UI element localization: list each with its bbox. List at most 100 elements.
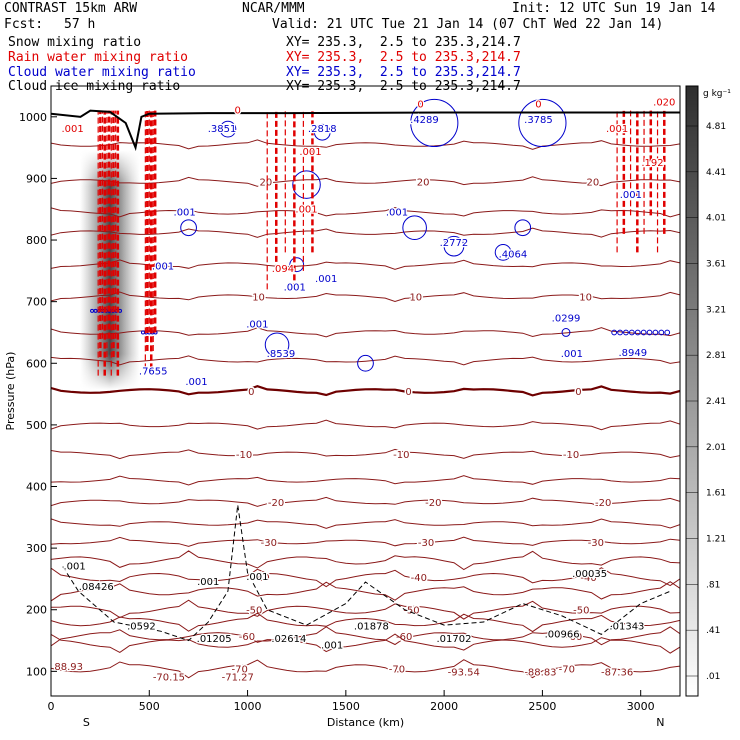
cloud-ice-maximum-label: .001 (197, 577, 219, 588)
cloud-water-contour (628, 329, 635, 336)
colorbar-label: 1.61 (706, 489, 726, 499)
colorbar-label: 4.01 (706, 214, 726, 224)
cloud-water-contour (402, 215, 427, 241)
cloud-water-maximum-label: .3785 (524, 115, 553, 126)
isotherm-label: -30 (418, 538, 434, 549)
cloud-water-maximum-label: .001 (284, 283, 306, 294)
cloud-water-contour (646, 329, 653, 336)
rain-maximum-label: 0 (535, 100, 541, 111)
x-tick-label: 1000 (234, 700, 262, 713)
cloud-water-contour (658, 329, 665, 336)
cloud-water-maximum-label: .2818 (308, 124, 337, 135)
y-tick-label: 300 (26, 542, 47, 555)
isotherm (51, 599, 680, 620)
x-tick-label: 3000 (627, 700, 655, 713)
isotherm (51, 567, 680, 588)
cloud-water-contour (514, 219, 532, 237)
colorbar-label: .81 (706, 580, 720, 590)
cloud-water-maximum-label: .7655 (139, 366, 168, 377)
isotherm (51, 612, 680, 633)
x-tick-label: 500 (139, 700, 160, 713)
x-tick-label: 0 (48, 700, 55, 713)
cloud-water-contour (410, 98, 459, 148)
isotherm (51, 419, 680, 431)
field-label-cloud-water: Cloud water mixing ratio (8, 65, 196, 80)
cloud-ice-maximum-label: .01343 (609, 621, 644, 632)
cloud-water-contour (561, 328, 571, 337)
valid-time: Valid: 21 UTC Tue 21 Jan 14 (07 ChT Wed … (272, 17, 664, 32)
isotherm (51, 626, 680, 647)
y-tick-label: 500 (26, 419, 47, 432)
cloud-water-contour (292, 170, 321, 199)
x-tick-label: 2000 (430, 700, 458, 713)
colorbar-unit: g kg⁻¹ (703, 89, 731, 99)
cloud-ice-maximum-label: .08426 (79, 582, 114, 593)
forecast-hour: 57 h (64, 17, 96, 32)
isotherm-label: -30 (588, 538, 604, 549)
y-axis-title: Pressure (hPa) (4, 352, 17, 431)
colorbar-label: 4.81 (706, 122, 726, 132)
isotherm-label: -70 (389, 664, 405, 675)
cloud-ice-maximum-label: .01205 (197, 634, 232, 645)
cloud-water-contour (219, 120, 237, 138)
x-tick-label: 2500 (528, 700, 556, 713)
cloud-water-contour (652, 329, 659, 336)
cloud-water-maximum-label: .001 (620, 190, 642, 201)
isotherm-label: -20 (595, 498, 611, 509)
cloud-water-maximum-label: .2772 (440, 238, 469, 249)
cloud-ice-maximum-label: .0592 (127, 621, 156, 632)
center-label: NCAR/MMM (242, 1, 305, 16)
isotherm (51, 581, 680, 602)
isotherm (51, 633, 680, 654)
rain-maximum-label: .094 (272, 264, 294, 275)
cloud-water-maximum-label: .001 (246, 320, 268, 331)
field-xy-cloud-water: XY= 235.3, 2.5 to 235.3,214.7 (286, 65, 521, 80)
cloud-water-maximum-label: .001 (386, 207, 408, 218)
cloud-water-contour (357, 354, 374, 372)
cloud-water-contour (494, 244, 512, 261)
plot-frame (50, 85, 681, 697)
temperature-minimum-label: -71.27 (222, 673, 254, 684)
cloud-ice-maximum-label: .001 (63, 562, 85, 573)
cloud-water-maximum-label: .0299 (552, 313, 581, 324)
isotherm-label: 20 (259, 178, 272, 189)
forecast-label: Fcst: (4, 17, 44, 32)
y-tick-label: 1000 (19, 111, 47, 124)
y-tick-label: 700 (26, 296, 47, 309)
south-label: S (83, 716, 90, 729)
cloud-water-maximum-label: .001 (152, 262, 174, 273)
isotherm-label: -40 (253, 573, 269, 584)
y-tick-label: 400 (26, 481, 47, 494)
cloud-water-contour (640, 329, 647, 336)
rain-maximum-label: .001 (295, 204, 317, 215)
isotherm (51, 227, 680, 238)
isotherm (51, 355, 680, 366)
isotherm-label: -40 (580, 573, 596, 584)
isotherm-label: -30 (261, 538, 277, 549)
cloud-ice-maximum-label: .001 (321, 641, 343, 652)
cloud-ice-maximum-label: .01702 (436, 634, 471, 645)
colorbar-label: .01 (706, 672, 720, 682)
rain-maximum-label: .001 (61, 124, 83, 135)
colorbar-label: 2.01 (706, 443, 726, 453)
cloud-water-maximum-label: .4289 (410, 115, 439, 126)
cloud-water-contour (289, 257, 305, 273)
isotherm-label: 10 (409, 293, 422, 304)
rain-maximum-label: .001 (606, 124, 628, 135)
isotherm (51, 518, 680, 529)
y-tick-label: 200 (26, 604, 47, 617)
isotherm-label: -50 (403, 606, 419, 617)
rain-maximum-label: .020 (653, 98, 675, 109)
colorbar-label: 3.61 (706, 260, 726, 270)
isotherm (51, 475, 680, 486)
rain-maximum-label: .001 (299, 147, 321, 158)
isotherm-label: 20 (587, 178, 600, 189)
isotherm-label: -10 (563, 450, 579, 461)
colorbar-label: 3.21 (706, 305, 726, 315)
y-tick-label: 100 (26, 665, 47, 678)
colorbar-label: 2.81 (706, 351, 726, 361)
temperature-minimum-label: -88.83 (524, 668, 556, 679)
isotherm-label: -60 (566, 632, 582, 643)
colorbar-label: 4.41 (706, 168, 726, 178)
